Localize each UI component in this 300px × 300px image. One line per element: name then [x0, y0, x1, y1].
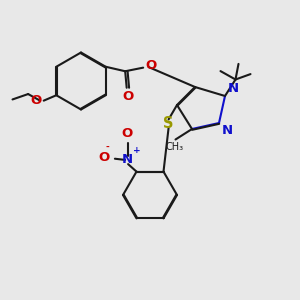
Text: +: + — [134, 146, 141, 155]
Text: O: O — [30, 94, 42, 107]
Text: O: O — [122, 90, 134, 103]
Text: S: S — [163, 116, 174, 131]
Text: CH₃: CH₃ — [166, 142, 184, 152]
Text: N: N — [222, 124, 233, 137]
Text: N: N — [122, 153, 133, 167]
Text: O: O — [145, 59, 157, 72]
Text: -: - — [105, 143, 109, 152]
Text: O: O — [99, 151, 110, 164]
Text: O: O — [122, 127, 133, 140]
Text: N: N — [227, 82, 239, 94]
